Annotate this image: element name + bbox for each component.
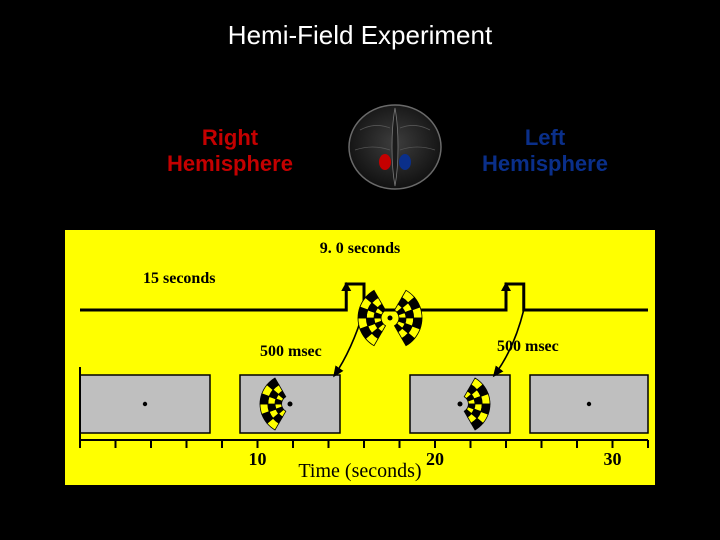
label-500msec-right: 500 msec	[497, 338, 559, 356]
label-9-seconds: 9. 0 seconds	[65, 240, 655, 258]
brain-scan-image	[335, 100, 455, 195]
activation-blob-right	[379, 154, 391, 170]
right-hemisphere-label: RightHemisphere	[155, 125, 305, 178]
label-500msec-left: 500 msec	[260, 343, 322, 361]
left-hemisphere-label: LeftHemisphere	[470, 125, 620, 178]
timeline-panel: 102030 9. 0 seconds 15 seconds 500 msec …	[65, 230, 655, 485]
activation-blob-left	[399, 154, 411, 170]
page-title: Hemi-Field Experiment	[0, 20, 720, 51]
timeline-svg: 102030	[65, 230, 655, 485]
x-axis-label: Time (seconds)	[65, 460, 655, 483]
label-15-seconds: 15 seconds	[143, 270, 215, 288]
